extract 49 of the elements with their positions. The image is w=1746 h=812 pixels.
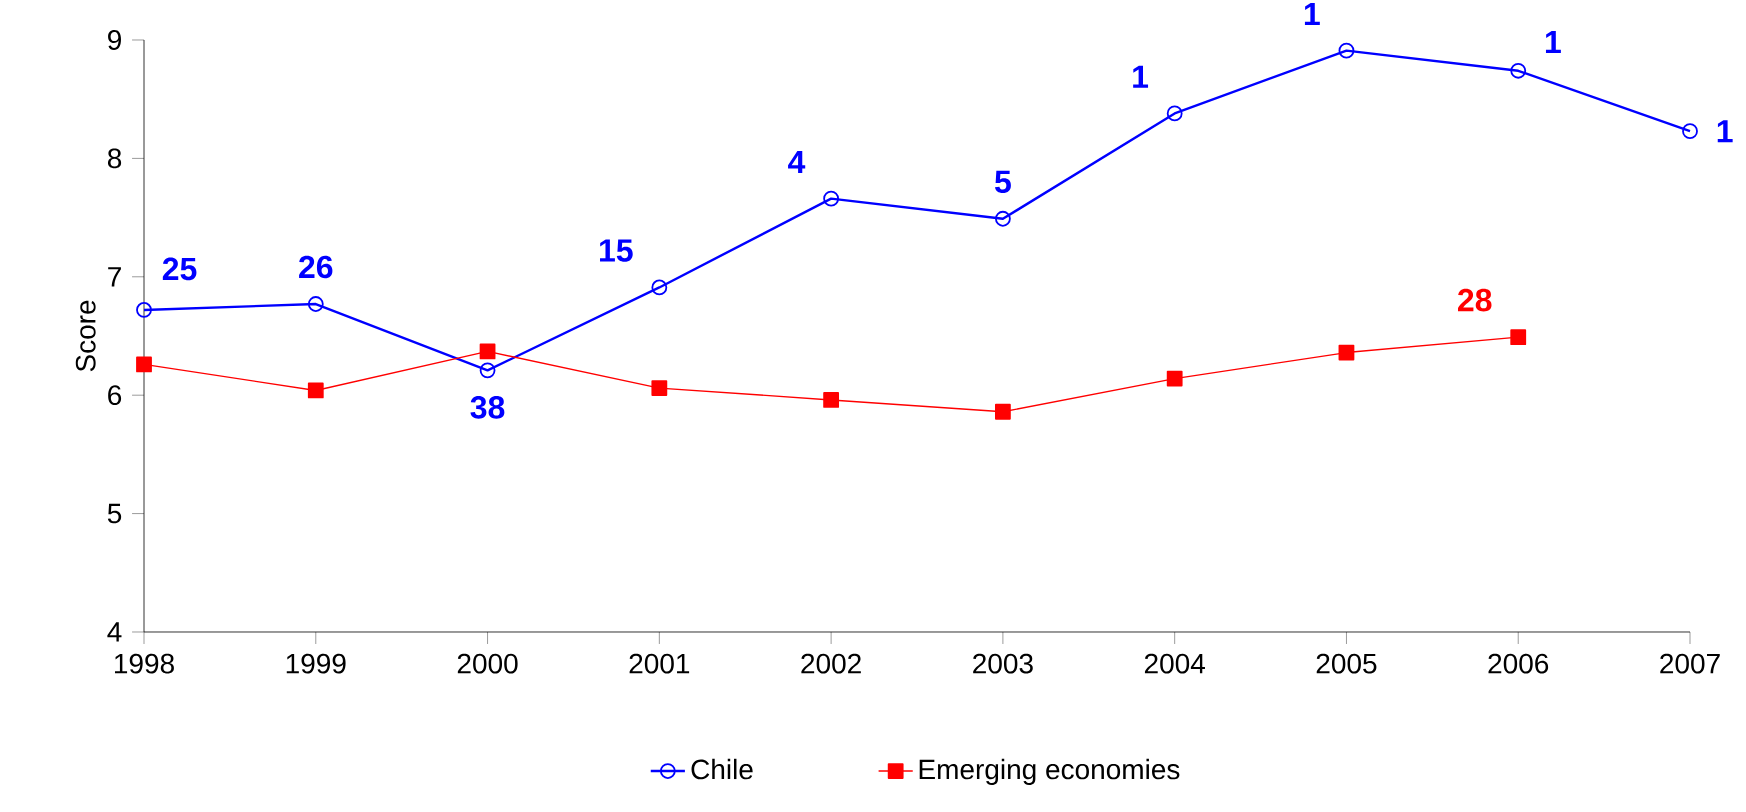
point [136,302,152,318]
point [479,343,496,360]
y-tick-label: 7 [108,267,121,287]
point [823,190,840,207]
point [651,380,668,396]
point [307,382,324,399]
x-tick-label: 2000 [457,653,518,674]
x-tick-label: 2006 [1488,653,1549,674]
y-tick-label: 8 [107,148,122,169]
x-tick-label: 2005 [1316,653,1377,674]
point [1166,370,1183,387]
point [823,392,840,408]
point [995,403,1011,420]
point [1338,42,1355,59]
legend-label: Emerging economies [919,758,1180,785]
point [1166,105,1183,122]
annotation: 1 [1133,65,1149,88]
annotation: 5 [994,170,1011,194]
x-tick-label: 1998 [114,653,174,674]
annotation: 15 [600,239,633,262]
x-tick-label: 2002 [801,653,861,674]
y-axis-title: Score [75,300,96,372]
x-tick-label: 2003 [973,653,1033,674]
x-tick-label: 2007 [1660,653,1720,674]
annotation: 25 [162,257,197,281]
annotation: 1 [1717,120,1733,143]
point [136,356,152,373]
annotation: 38 [470,396,505,419]
point [1338,344,1355,361]
point [1682,123,1698,140]
y-tick-label: 5 [107,503,122,524]
point [1510,62,1527,79]
annotation: 26 [299,255,333,279]
y-tick-label: 9 [108,30,121,50]
y-tick-label: 4 [107,622,122,642]
annotation: 1 [1545,31,1561,54]
point [479,362,496,379]
x-tick-label: 2004 [1144,653,1205,674]
point [307,296,324,312]
x-tick-label: 2001 [629,653,690,674]
x-tick-label: 1999 [286,653,346,674]
annotation: 1 [1304,2,1320,25]
point [1510,329,1527,346]
legend-label: Chile [691,758,753,780]
point [651,279,668,296]
point [995,210,1011,227]
annotation: 28 [1458,288,1492,312]
y-tick-label: 6 [108,385,122,406]
annotation: 4 [788,150,806,173]
